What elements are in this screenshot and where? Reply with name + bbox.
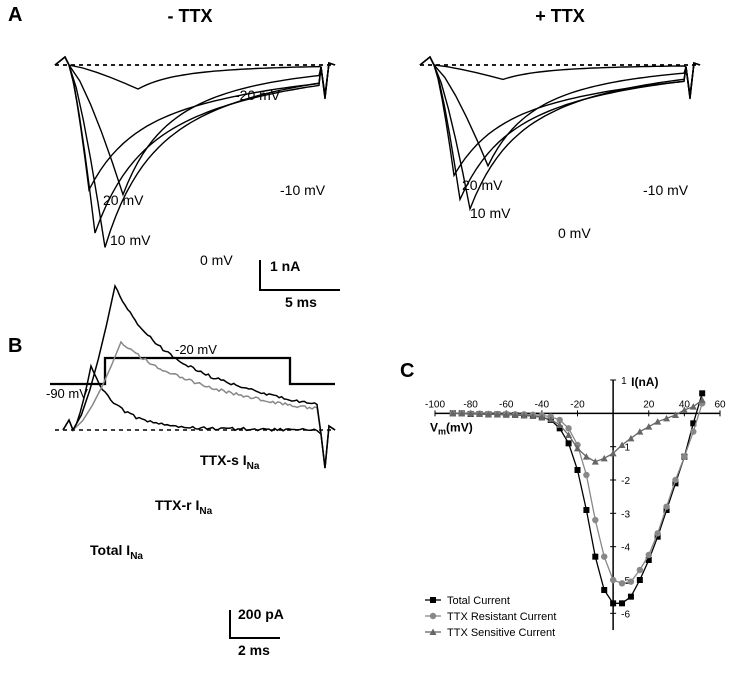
- svg-text:Vm(mV): Vm(mV): [430, 420, 473, 436]
- panel-a-scale-h: 5 ms: [285, 294, 317, 310]
- panel-b-scale-h: 2 ms: [238, 642, 270, 658]
- panel-a-scale-v: 1 nA: [270, 258, 300, 274]
- panel-b-traces: -90 mV -20 mV Total INa TTX-r INa TTX-s INa: [35, 340, 365, 640]
- panel-a-right-traces: -10 mV 0 mV 10 mV 20 mV: [400, 30, 720, 290]
- svg-text:-60: -60: [499, 399, 514, 410]
- svg-text:-2: -2: [621, 476, 630, 487]
- svg-text:-6: -6: [621, 609, 630, 620]
- svg-text:20 mV: 20 mV: [462, 177, 503, 193]
- panel-a-left-title: - TTX: [130, 6, 250, 27]
- svg-text:-90 mV: -90 mV: [46, 386, 88, 401]
- svg-text:-100: -100: [425, 399, 445, 410]
- panel-b-scale-v: 200 pA: [238, 606, 284, 622]
- svg-text:-80: -80: [463, 399, 478, 410]
- svg-text:10 mV: 10 mV: [470, 205, 511, 221]
- svg-text:TTX Sensitive Current: TTX Sensitive Current: [447, 627, 555, 639]
- svg-text:-40: -40: [535, 399, 550, 410]
- panel-c-chart: -100-80-60-40-20204060-6-5-4-3-2-11I(nA)…: [410, 370, 730, 660]
- svg-text:0 mV: 0 mV: [200, 252, 233, 268]
- svg-text:-20 mV: -20 mV: [175, 342, 217, 357]
- panel-a-right-title: + TTX: [500, 6, 620, 27]
- svg-text:-20: -20: [570, 399, 585, 410]
- svg-text:20: 20: [643, 399, 655, 410]
- svg-text:-10 mV: -10 mV: [643, 182, 689, 198]
- svg-text:20 mV: 20 mV: [103, 192, 144, 208]
- panel-b-letter: B: [8, 335, 22, 358]
- svg-text:1: 1: [621, 376, 627, 387]
- svg-text:Total INa: Total INa: [90, 542, 143, 562]
- panel-a-letter: A: [8, 4, 22, 27]
- svg-text:TTX Resistant Current: TTX Resistant Current: [447, 611, 556, 623]
- svg-text:TTX-s INa: TTX-s INa: [200, 452, 260, 472]
- svg-text:Total Current: Total Current: [447, 595, 510, 607]
- svg-text:-3: -3: [621, 509, 630, 520]
- svg-text:-10 mV: -10 mV: [280, 182, 326, 198]
- panel-a-left-traces: -20 mV-10 mV0 mV10 mV20 mV: [35, 30, 355, 290]
- svg-text:0 mV: 0 mV: [558, 225, 591, 241]
- svg-text:I(nA): I(nA): [631, 375, 658, 389]
- svg-text:TTX-r INa: TTX-r INa: [155, 497, 213, 517]
- svg-text:-4: -4: [621, 543, 630, 554]
- svg-text:60: 60: [714, 399, 726, 410]
- svg-text:10 mV: 10 mV: [110, 232, 151, 248]
